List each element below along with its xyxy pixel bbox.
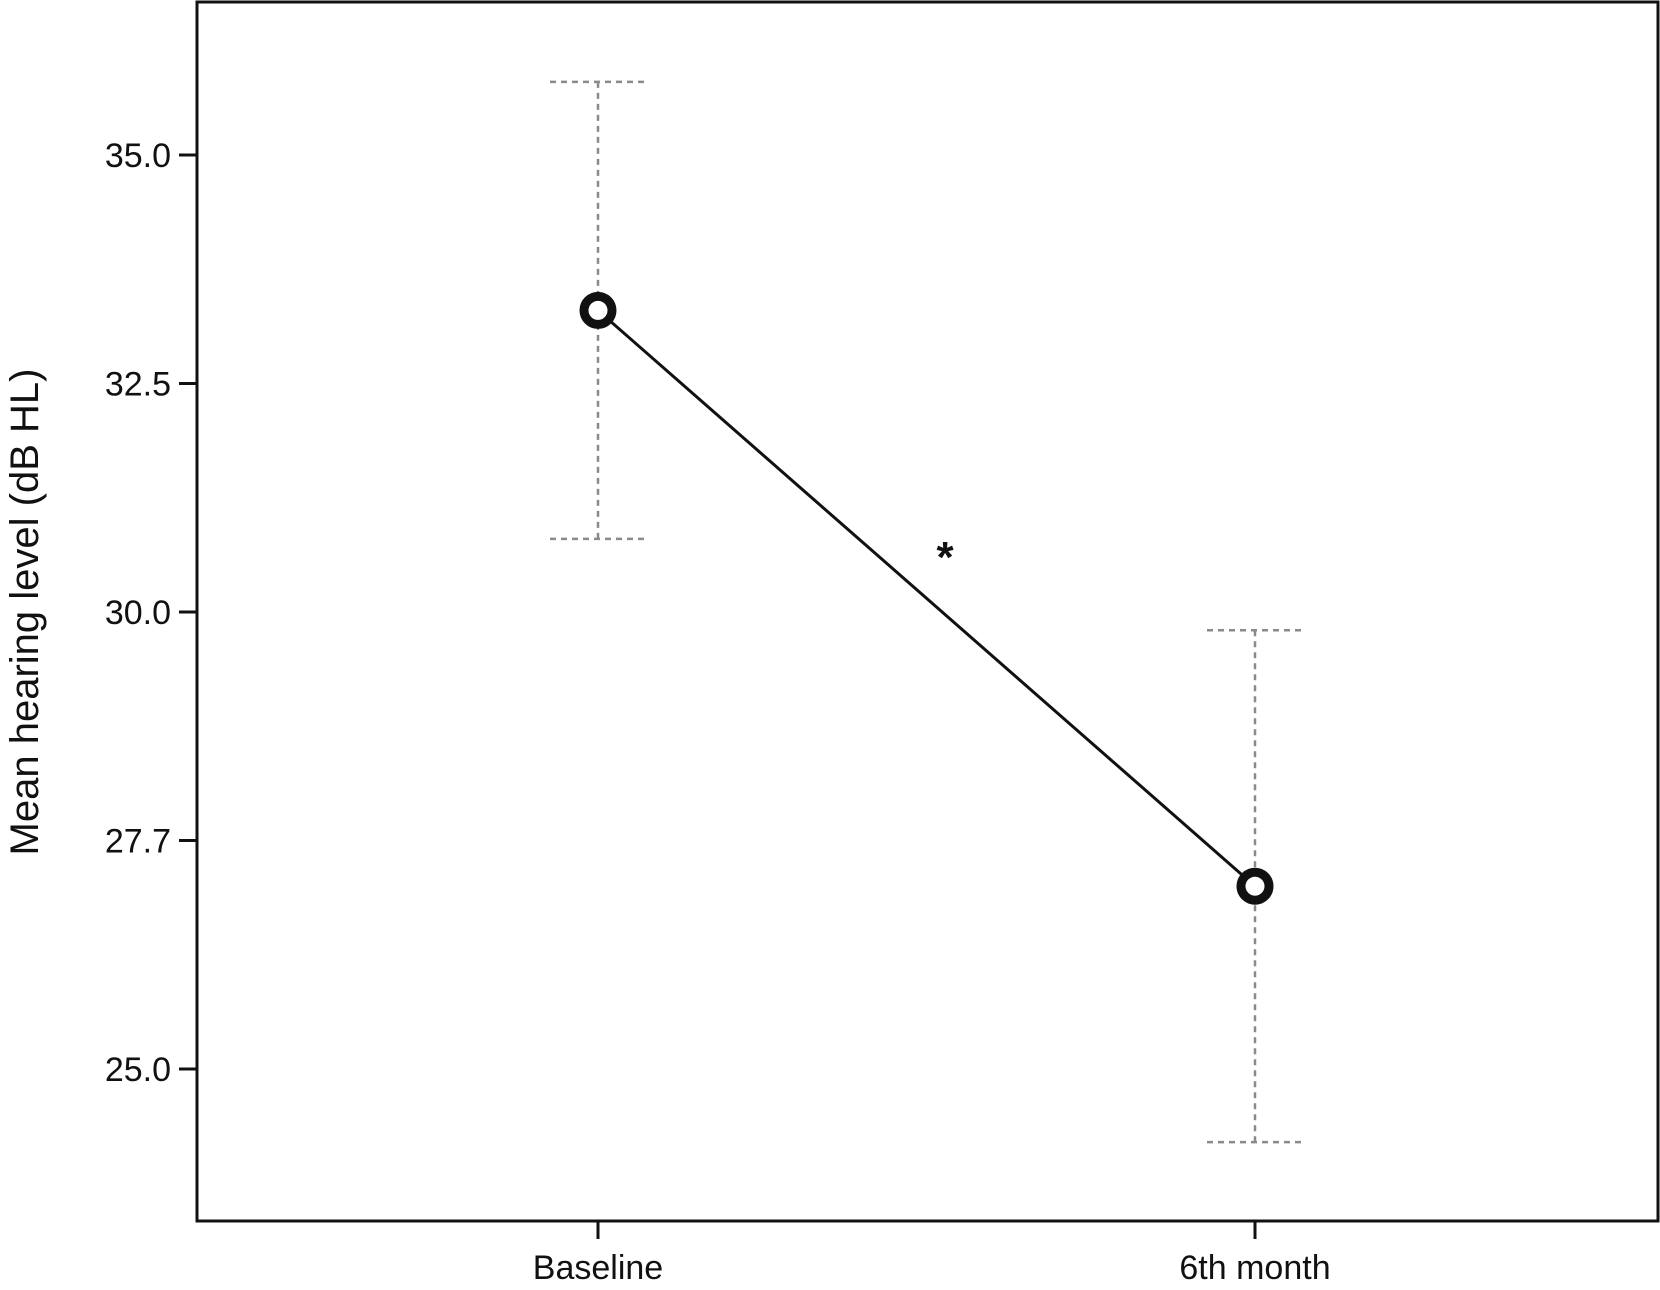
significance-annotation: *	[936, 533, 954, 582]
series-line-layer	[597, 309, 1256, 888]
y-tick-label: 30.0	[105, 594, 171, 632]
axes-layer: 25.0 27.7 30.0 32.5 35.0 Baseline 6th month	[105, 137, 1331, 1287]
series-line	[597, 309, 1256, 888]
plot-frame	[195, 0, 1660, 1223]
y-tick-label: 35.0	[105, 137, 171, 175]
y-axis-title: Mean hearing level (dB HL)	[3, 369, 47, 856]
data-point	[1236, 867, 1274, 905]
y-tick-label: 27.7	[105, 823, 171, 861]
y-tick-label: 25.0	[105, 1051, 171, 1089]
y-tick-label: 32.5	[105, 366, 171, 404]
data-points	[579, 291, 1274, 905]
x-tick-label: Baseline	[533, 1249, 663, 1287]
x-tick-label: 6th month	[1179, 1249, 1330, 1287]
error-bars	[550, 80, 1303, 1144]
data-point	[579, 291, 617, 329]
